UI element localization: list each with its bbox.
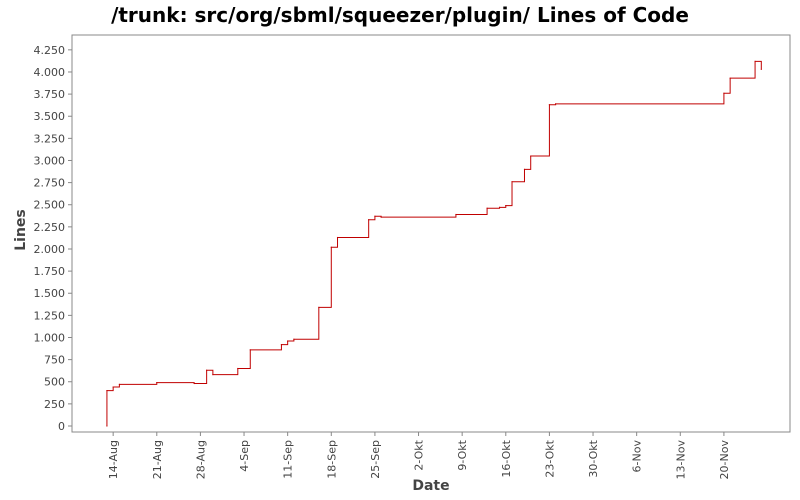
x-tick-label: 13-Nov [674, 440, 687, 480]
y-tick-label: 2.500 [34, 199, 66, 212]
data-point [237, 367, 239, 370]
data-point [505, 205, 507, 207]
y-tick-label: 1.750 [34, 265, 66, 278]
y-tick-label: 2.250 [34, 221, 66, 234]
x-tick-label: 9-Okt [456, 439, 469, 470]
data-point [287, 340, 289, 342]
x-tick-label: 14-Aug [107, 440, 120, 479]
x-tick-label: 23-Okt [543, 439, 556, 477]
x-tick-label: 30-Okt [587, 439, 600, 477]
y-tick-label: 750 [44, 354, 65, 367]
y-tick-label: 250 [44, 398, 65, 411]
data-point [523, 168, 526, 170]
data-point [156, 382, 158, 384]
data-point [486, 207, 488, 209]
x-tick-label: 21-Aug [151, 440, 164, 479]
data-point [368, 219, 370, 221]
data-point [106, 425, 108, 427]
data-point [374, 215, 376, 217]
y-tick-label: 1.500 [34, 287, 66, 300]
y-tick-label: 1.250 [34, 309, 66, 322]
data-point [380, 216, 382, 218]
data-point [548, 104, 551, 106]
x-tick-label: 25-Sep [369, 440, 382, 479]
data-point [754, 60, 756, 62]
y-tick-label: 1.000 [34, 331, 66, 344]
y-tick-label: 4.000 [34, 66, 66, 79]
y-axis: 0 250 500 750 1.000 1.250 1.500 1.750 2.000 2.250… [34, 44, 72, 433]
y-tick-label: 3.250 [34, 132, 66, 145]
data-point [106, 389, 108, 392]
data-point [455, 213, 457, 216]
x-tick-label: 4-Sep [238, 440, 251, 472]
x-tick-label: 6-Nov [631, 440, 644, 473]
data-point [193, 382, 195, 385]
y-tick-label: 3.000 [34, 154, 66, 167]
data-point [555, 103, 557, 105]
y-axis-label: Lines [13, 209, 29, 251]
y-tick-label: 4.250 [34, 44, 66, 57]
data-point [511, 181, 513, 183]
x-tick-label: 2-Okt [413, 439, 426, 470]
data-point [760, 68, 762, 70]
y-tick-label: 500 [44, 376, 65, 389]
x-axis: 14-Aug 21-Aug 28-Aug 4-Sep 11-Sep 18-Sep 25-Se… [107, 432, 731, 479]
data-point [723, 92, 725, 94]
x-axis-label: Date [412, 478, 449, 494]
series-line [106, 60, 762, 426]
data-point [212, 374, 214, 376]
data-point [118, 383, 120, 386]
x-tick-label: 16-Okt [500, 439, 513, 477]
data-point [206, 369, 208, 371]
data-point [729, 77, 731, 79]
x-tick-label: 18-Sep [325, 440, 338, 479]
y-tick-label: 2.000 [34, 243, 66, 256]
y-tick-label: 0 [58, 420, 65, 433]
series-group [106, 60, 762, 427]
plot-area [71, 34, 791, 433]
data-point [530, 155, 532, 157]
y-tick-label: 3.500 [34, 110, 66, 123]
data-point [318, 306, 320, 309]
data-point [498, 206, 501, 208]
chart-title: /trunk: src/org/sbml/squeezer/plugin/ Li… [111, 3, 689, 27]
x-tick-label: 28-Aug [194, 440, 207, 479]
data-point [330, 246, 332, 248]
data-point [293, 338, 295, 340]
y-tick-label: 2.750 [34, 177, 66, 190]
x-tick-label: 20-Nov [718, 440, 731, 480]
y-tick-label: 3.750 [34, 88, 66, 101]
x-tick-label: 11-Sep [282, 440, 295, 479]
data-point [280, 343, 283, 346]
data-point [336, 236, 339, 239]
data-point [249, 349, 251, 351]
data-point [112, 386, 114, 388]
